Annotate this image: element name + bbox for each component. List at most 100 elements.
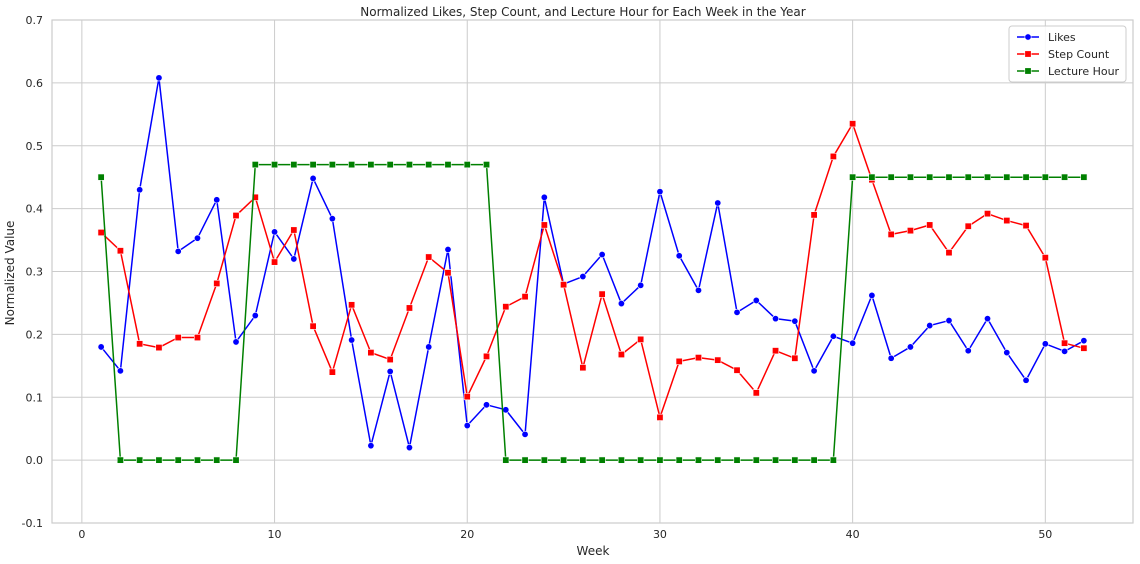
data-point xyxy=(444,269,452,277)
data-point xyxy=(136,456,144,464)
data-point xyxy=(309,322,317,330)
data-point xyxy=(829,332,837,340)
y-tick-label: 0.1 xyxy=(26,391,44,404)
data-point xyxy=(328,368,336,376)
data-point xyxy=(309,174,317,182)
data-point xyxy=(232,338,240,346)
plot-frame xyxy=(51,19,1134,524)
data-point xyxy=(868,173,876,181)
legend-marker xyxy=(1024,67,1032,75)
data-point xyxy=(213,196,221,204)
data-point xyxy=(405,304,413,312)
data-point xyxy=(97,343,105,351)
data-point xyxy=(1041,340,1049,348)
data-point xyxy=(868,291,876,299)
data-point xyxy=(887,354,895,362)
legend-marker xyxy=(1024,50,1032,58)
data-point xyxy=(1022,376,1030,384)
data-point xyxy=(694,354,702,362)
data-point xyxy=(425,161,433,169)
data-point xyxy=(984,315,992,323)
data-point xyxy=(232,212,240,220)
data-point xyxy=(964,222,972,230)
data-point xyxy=(290,161,298,169)
data-point xyxy=(829,152,837,160)
x-tick-label: 40 xyxy=(846,528,860,541)
x-axis-label: Week xyxy=(577,544,610,558)
y-tick-label: -0.1 xyxy=(22,517,43,530)
data-point xyxy=(675,252,683,260)
data-point xyxy=(984,210,992,218)
data-point xyxy=(1080,344,1088,352)
data-point xyxy=(502,303,510,311)
legend-label: Likes xyxy=(1048,31,1076,44)
data-point xyxy=(579,364,587,372)
data-point xyxy=(540,221,548,229)
data-point xyxy=(656,188,664,196)
series-lines xyxy=(97,74,1088,464)
data-point xyxy=(560,456,568,464)
data-point xyxy=(348,161,356,169)
data-point xyxy=(906,173,914,181)
series-line xyxy=(100,77,1085,449)
data-point xyxy=(251,193,259,201)
data-point xyxy=(483,352,491,360)
data-point xyxy=(810,367,818,375)
data-point xyxy=(425,253,433,261)
data-point xyxy=(271,228,279,236)
x-tick-label: 30 xyxy=(653,528,667,541)
legend-box xyxy=(1008,25,1127,83)
data-point xyxy=(193,456,201,464)
data-point xyxy=(1080,173,1088,181)
data-point xyxy=(309,161,317,169)
data-point xyxy=(733,456,741,464)
data-point xyxy=(348,336,356,344)
data-point xyxy=(887,173,895,181)
data-point xyxy=(155,344,163,352)
data-point xyxy=(945,249,953,257)
data-point xyxy=(1003,349,1011,357)
data-point xyxy=(772,347,780,355)
data-point xyxy=(926,221,934,229)
y-tick-label: 0.0 xyxy=(26,454,44,467)
x-tick-label: 10 xyxy=(268,528,282,541)
legend-item: Lecture Hour xyxy=(1017,65,1120,78)
data-point xyxy=(772,456,780,464)
data-point xyxy=(849,173,857,181)
data-point xyxy=(521,293,529,301)
data-point xyxy=(656,413,664,421)
data-point xyxy=(849,120,857,128)
data-point xyxy=(251,161,259,169)
data-point xyxy=(617,350,625,358)
data-point xyxy=(116,367,124,375)
data-point xyxy=(964,347,972,355)
data-point xyxy=(271,161,279,169)
data-point xyxy=(367,442,375,450)
data-point xyxy=(174,456,182,464)
x-tick-label: 50 xyxy=(1038,528,1052,541)
y-tick-label: 0.7 xyxy=(26,14,44,27)
data-point xyxy=(560,281,568,289)
data-point xyxy=(1022,222,1030,230)
data-point xyxy=(425,343,433,351)
data-point xyxy=(290,226,298,234)
data-point xyxy=(945,317,953,325)
data-point xyxy=(849,339,857,347)
data-point xyxy=(521,430,529,438)
data-point xyxy=(116,247,124,255)
data-point xyxy=(521,456,529,464)
y-tick-label: 0.3 xyxy=(26,266,44,279)
data-point xyxy=(463,422,471,430)
data-point xyxy=(155,74,163,82)
data-point xyxy=(637,456,645,464)
series-likes xyxy=(97,74,1088,452)
y-tick-label: 0.5 xyxy=(26,140,44,153)
data-point xyxy=(906,227,914,235)
data-point xyxy=(791,317,799,325)
data-point xyxy=(251,312,259,320)
data-point xyxy=(405,444,413,452)
data-point xyxy=(328,215,336,223)
data-point xyxy=(810,456,818,464)
